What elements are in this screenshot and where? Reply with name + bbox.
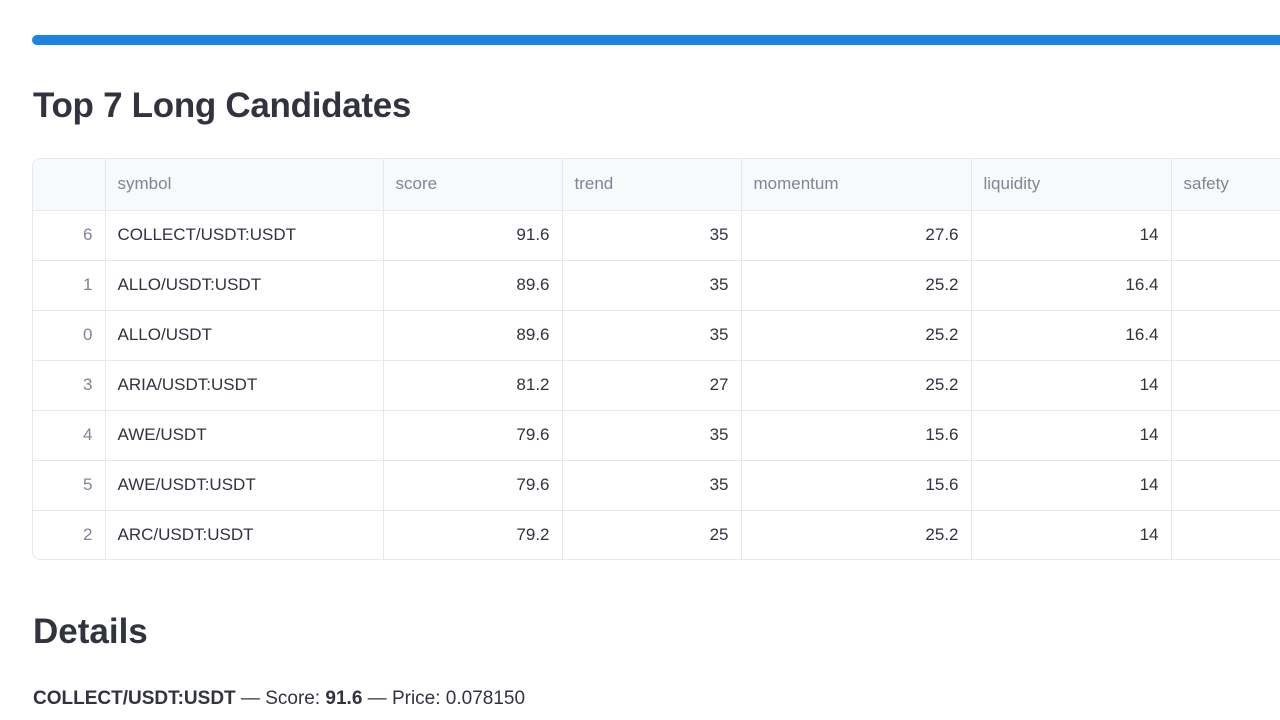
- column-header-momentum[interactable]: momentum: [741, 159, 972, 211]
- liquidity-cell[interactable]: 14: [971, 460, 1172, 511]
- row-index-cell[interactable]: 4: [33, 410, 106, 461]
- safety-cell[interactable]: [1171, 460, 1280, 511]
- safety-cell[interactable]: [1171, 310, 1280, 361]
- column-header-score[interactable]: score: [383, 159, 563, 211]
- row-index-cell[interactable]: 3: [33, 360, 106, 411]
- table-row[interactable]: 5 AWE/USDT:USDT 79.6 35 15.6 14: [33, 460, 1280, 511]
- score-cell[interactable]: 89.6: [383, 310, 563, 361]
- momentum-cell[interactable]: 15.6: [741, 460, 972, 511]
- table-row[interactable]: 0 ALLO/USDT 89.6 35 25.2 16.4: [33, 310, 1280, 361]
- detail-score: 91.6: [325, 688, 363, 709]
- trend-cell[interactable]: 35: [562, 260, 742, 311]
- momentum-cell[interactable]: 25.2: [741, 260, 972, 311]
- liquidity-cell[interactable]: 14: [971, 210, 1172, 261]
- liquidity-cell[interactable]: 14: [971, 510, 1172, 559]
- candidates-table[interactable]: symbol score trend momentum liquidity sa…: [32, 158, 1280, 560]
- detail-summary: COLLECT/USDT:USDT — Score: 91.6 — Price:…: [33, 688, 525, 710]
- row-index-cell[interactable]: 5: [33, 460, 106, 511]
- column-header-index[interactable]: [33, 159, 106, 211]
- momentum-cell[interactable]: 15.6: [741, 410, 972, 461]
- symbol-cell[interactable]: AWE/USDT:USDT: [105, 460, 384, 511]
- trend-cell[interactable]: 35: [562, 210, 742, 261]
- liquidity-cell[interactable]: 16.4: [971, 260, 1172, 311]
- table-header-row: symbol score trend momentum liquidity sa…: [33, 159, 1280, 211]
- momentum-cell[interactable]: 25.2: [741, 510, 972, 559]
- safety-cell[interactable]: [1171, 210, 1280, 261]
- detail-price-label: — Price:: [362, 688, 446, 709]
- row-index-cell[interactable]: 2: [33, 510, 106, 559]
- score-cell[interactable]: 89.6: [383, 260, 563, 311]
- momentum-cell[interactable]: 25.2: [741, 310, 972, 361]
- details-heading: Details: [33, 612, 148, 651]
- trend-cell[interactable]: 25: [562, 510, 742, 559]
- safety-cell[interactable]: [1171, 510, 1280, 559]
- detail-score-label: — Score:: [235, 688, 326, 709]
- score-cell[interactable]: 81.2: [383, 360, 563, 411]
- liquidity-cell[interactable]: 16.4: [971, 310, 1172, 361]
- symbol-cell[interactable]: COLLECT/USDT:USDT: [105, 210, 384, 261]
- symbol-cell[interactable]: ALLO/USDT:USDT: [105, 260, 384, 311]
- page-title: Top 7 Long Candidates: [33, 86, 412, 125]
- safety-cell[interactable]: [1171, 410, 1280, 461]
- detail-symbol: COLLECT/USDT:USDT: [33, 688, 236, 709]
- table-row[interactable]: 6 COLLECT/USDT:USDT 91.6 35 27.6 14: [33, 210, 1280, 261]
- safety-cell[interactable]: [1171, 260, 1280, 311]
- score-cell[interactable]: 91.6: [383, 210, 563, 261]
- trend-cell[interactable]: 35: [562, 460, 742, 511]
- safety-cell[interactable]: [1171, 360, 1280, 411]
- column-header-liquidity[interactable]: liquidity: [971, 159, 1172, 211]
- table-row[interactable]: 3 ARIA/USDT:USDT 81.2 27 25.2 14: [33, 360, 1280, 411]
- symbol-cell[interactable]: ALLO/USDT: [105, 310, 384, 361]
- trend-cell[interactable]: 27: [562, 360, 742, 411]
- column-header-symbol[interactable]: symbol: [105, 159, 384, 211]
- symbol-cell[interactable]: ARC/USDT:USDT: [105, 510, 384, 559]
- trend-cell[interactable]: 35: [562, 410, 742, 461]
- progress-bar: [32, 35, 1280, 45]
- row-index-cell[interactable]: 6: [33, 210, 106, 261]
- row-index-cell[interactable]: 0: [33, 310, 106, 361]
- liquidity-cell[interactable]: 14: [971, 360, 1172, 411]
- column-header-safety[interactable]: safety: [1171, 159, 1280, 211]
- score-cell[interactable]: 79.6: [383, 460, 563, 511]
- column-header-trend[interactable]: trend: [562, 159, 742, 211]
- row-index-cell[interactable]: 1: [33, 260, 106, 311]
- score-cell[interactable]: 79.2: [383, 510, 563, 559]
- score-cell[interactable]: 79.6: [383, 410, 563, 461]
- table-row[interactable]: 2 ARC/USDT:USDT 79.2 25 25.2 14: [33, 510, 1280, 559]
- table-row[interactable]: 1 ALLO/USDT:USDT 89.6 35 25.2 16.4: [33, 260, 1280, 311]
- symbol-cell[interactable]: AWE/USDT: [105, 410, 384, 461]
- momentum-cell[interactable]: 27.6: [741, 210, 972, 261]
- detail-price: 0.078150: [445, 688, 526, 709]
- momentum-cell[interactable]: 25.2: [741, 360, 972, 411]
- symbol-cell[interactable]: ARIA/USDT:USDT: [105, 360, 384, 411]
- table-row[interactable]: 4 AWE/USDT 79.6 35 15.6 14: [33, 410, 1280, 461]
- liquidity-cell[interactable]: 14: [971, 410, 1172, 461]
- trend-cell[interactable]: 35: [562, 310, 742, 361]
